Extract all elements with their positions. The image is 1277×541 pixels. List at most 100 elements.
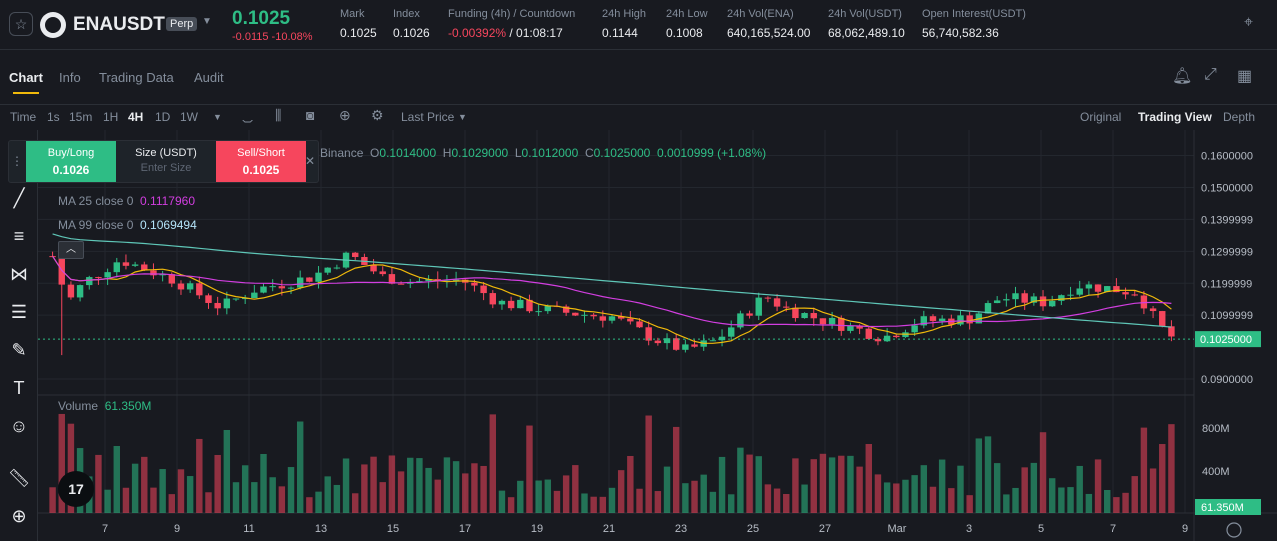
price-type-chevron-icon[interactable]: ▼ [458,112,467,122]
candle-body [544,305,552,312]
pattern-icon[interactable]: ⋈ [10,264,28,284]
close-icon[interactable]: ✕ [304,154,315,168]
volume-bar [599,496,607,513]
horizontal-lines-icon[interactable]: ≡ [13,226,25,246]
price-tick-label: 0.0900000 [1201,374,1253,386]
candle-body [1131,294,1138,296]
trend-line-icon[interactable]: ╱ [13,188,25,208]
candle-body [1140,295,1148,309]
candle-body [452,279,460,281]
text-tool-icon[interactable]: T [13,378,25,398]
volume-bar [608,487,616,513]
candle-body [599,316,607,321]
time-tick-label: 21 [603,523,615,535]
grid-layout-icon[interactable]: ▦ [1237,68,1253,85]
add-indicator-icon[interactable]: ⊕ [339,107,351,123]
buy-long-button[interactable]: Buy/Long 0.1026 [26,141,116,182]
chevron-down-icon[interactable]: ▼ [202,16,212,27]
candle-body [1067,294,1074,296]
candle-body [425,279,432,282]
candle-body [810,313,817,319]
candle-body [296,277,304,288]
volume-bar [1104,490,1111,513]
chart-area[interactable]: 0.1600000 0.1500000 0.1399999 0.1299999 0.11… [38,130,1277,541]
camera-icon[interactable]: ◙ [306,107,315,123]
tab-info[interactable]: Info [59,70,81,85]
view-original[interactable]: Original [1080,110,1122,124]
buy-price: 0.1026 [52,163,90,177]
pin-icon[interactable]: ⌖ [1243,14,1253,31]
view-trading-view[interactable]: Trading View [1138,110,1212,124]
favorite-star-icon[interactable]: ☆ [9,12,33,36]
price-type-select[interactable]: Last Price [401,110,455,124]
candle-body [324,267,331,273]
interval-1w[interactable]: 1W [180,110,198,124]
candle-body [672,338,680,350]
candle-body [562,306,570,313]
candle-body [1021,293,1028,303]
candle-body [764,297,772,299]
stat-label: Index [393,8,420,20]
tab-audit[interactable]: Audit [194,70,224,85]
candle-body [847,325,854,331]
volume-label: Volume [58,399,99,413]
ma25-label: MA 25 close 0 [58,194,134,208]
candle-body [333,267,341,269]
volume-bar [902,479,909,513]
size-input[interactable] [121,162,211,174]
indicator-icon[interactable]: ⏡ [242,107,254,123]
volume-bar [370,456,377,513]
brush-icon[interactable]: ✎ [11,340,27,360]
chart-toolbar: Time 1s 15m 1H 4H 1D 1W ▼ ⏡ ⫼ ◙ ⊕ ⚙ Last… [0,104,1277,130]
volume-bar [663,466,671,513]
interval-15m[interactable]: 15m [69,110,93,124]
interval-more-chevron-icon[interactable]: ▼ [213,112,222,122]
tab-chart[interactable]: Chart [9,70,43,94]
candle-body [416,281,423,283]
interval-1s[interactable]: 1s [47,110,60,124]
volume-bar [801,484,808,513]
expand-icon[interactable]: ⤢ [1204,66,1217,83]
ma99-label: MA 99 close 0 [58,218,134,232]
high-value: 0.1029000 [451,146,509,160]
emoji-icon[interactable]: ☺ [9,416,29,436]
volume-bar [278,486,286,513]
symbol-name[interactable]: ENAUSDT [73,14,165,35]
candle-body [828,317,836,325]
volume-bar [764,484,772,513]
time-tick-label: 27 [819,523,831,535]
interval-4h[interactable]: 4H [128,110,144,124]
tab-trading-data[interactable]: Trading Data [99,70,174,85]
candle-body [241,298,249,300]
volume-bar [672,426,680,513]
time-tick-label: 7 [102,523,108,535]
candle-body [223,298,231,309]
volume-bar [131,463,139,513]
drag-handle-icon[interactable]: ⋮ [11,154,23,168]
fib-retracement-icon[interactable]: ☰ [10,302,28,322]
stat-value: 0.1026 [393,26,430,40]
view-depth[interactable]: Depth [1223,110,1256,124]
volume-bar [141,456,148,513]
candle-body [278,286,286,289]
volume-bar [535,480,542,513]
candlestick-chart[interactable]: 0.1600000 0.1500000 0.1399999 0.1299999 0.11… [38,130,1277,541]
tradingview-logo[interactable]: 17 [58,471,94,507]
bell-icon[interactable]: 🔔︎ [1172,68,1193,85]
ruler-icon[interactable]: 📏︎ [7,468,31,488]
settings-gear-icon[interactable]: ⚙ [371,107,384,123]
volume-bar [718,456,726,513]
interval-1d[interactable]: 1D [155,110,171,124]
volume-bar [938,459,946,513]
zoom-in-icon[interactable]: ⊕ [11,506,27,526]
candle-type-icon[interactable]: ⫼ [275,107,282,123]
sell-short-button[interactable]: Sell/Short 0.1025 [216,141,306,182]
ena-coin-logo [40,12,66,38]
size-label: Size (USDT) [135,147,197,159]
collapse-legend-chevron-icon[interactable]: ︿ [58,241,84,259]
interval-time[interactable]: Time [10,110,37,124]
interval-1h[interactable]: 1H [103,110,119,124]
volume-bar [333,484,341,513]
volume-bar [122,487,130,513]
volume-bar [425,467,432,513]
